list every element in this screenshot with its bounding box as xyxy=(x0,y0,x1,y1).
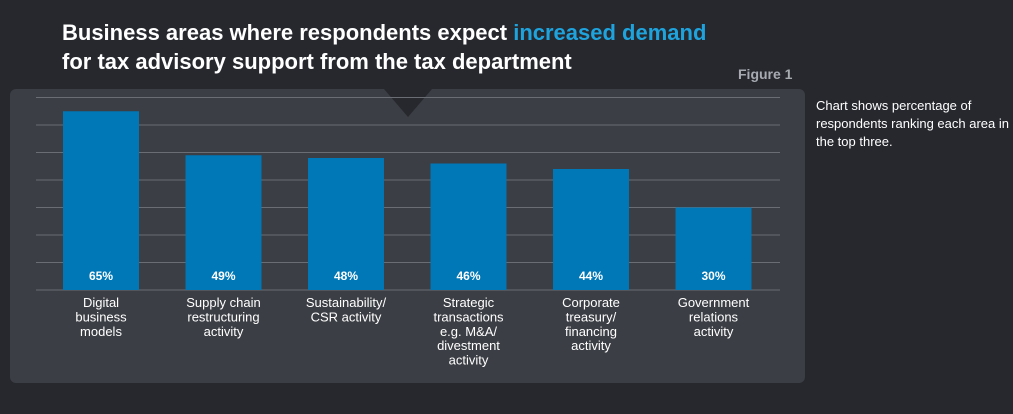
chart-note: Chart shows percentage of respondents ra… xyxy=(816,98,1009,149)
category-label: Digital business models xyxy=(75,295,127,339)
category-label-line: e.g. M&A/ xyxy=(440,324,497,339)
category-label-line: activity xyxy=(571,338,611,353)
data-label: 65% xyxy=(89,269,113,283)
category-label: Strategic transactions e.g. M&A/divestment… xyxy=(433,295,504,368)
data-label: 30% xyxy=(701,269,725,283)
category-label-line: activity xyxy=(204,324,244,339)
bar xyxy=(553,169,629,290)
bar xyxy=(63,111,139,290)
chart-panel xyxy=(10,89,805,383)
category-label-line: restructuring xyxy=(187,309,259,324)
category-label-line: Sustainability/ xyxy=(306,295,387,310)
title-highlight: increased demand xyxy=(513,20,707,45)
chart-title: Business areas where respondents expect … xyxy=(62,18,762,76)
bar xyxy=(308,158,384,290)
category-label-line: CSR activity xyxy=(311,309,382,324)
bar xyxy=(185,155,262,290)
title-part-2: for tax advisory support from the tax de… xyxy=(62,49,572,74)
category-label: Sustainability/CSR activity xyxy=(306,295,387,324)
data-label: 49% xyxy=(211,269,235,283)
data-label: 46% xyxy=(456,269,480,283)
category-label-line: financing xyxy=(565,324,617,339)
category-label-line: relations xyxy=(689,309,739,324)
category-label-line: Supply chain xyxy=(186,295,260,310)
category-label-line: activity xyxy=(449,353,489,368)
category-label-line: Government xyxy=(678,295,750,310)
data-label: 44% xyxy=(579,269,603,283)
category-label-line: treasury/ xyxy=(566,309,617,324)
panel-notch xyxy=(384,89,432,117)
category-label-line: business xyxy=(75,309,127,324)
category-label-line: Corporate xyxy=(562,295,620,310)
category-label-line: models xyxy=(80,324,122,339)
category-label: Government relations activity xyxy=(678,295,750,339)
bar xyxy=(430,163,507,290)
title-part-1: Business areas where respondents expect xyxy=(62,20,514,45)
category-label-line: activity xyxy=(694,324,734,339)
category-label-line: Digital xyxy=(83,295,119,310)
category-label-line: divestment xyxy=(437,338,500,353)
figure-label: Figure 1 xyxy=(738,66,793,82)
data-label: 48% xyxy=(334,269,358,283)
category-label: Corporate treasury/financing activity xyxy=(562,295,620,353)
category-label-line: transactions xyxy=(433,309,504,324)
bar xyxy=(675,207,752,290)
category-label: Supply chain restructuring activity xyxy=(186,295,260,339)
category-label-line: Strategic xyxy=(443,295,495,310)
